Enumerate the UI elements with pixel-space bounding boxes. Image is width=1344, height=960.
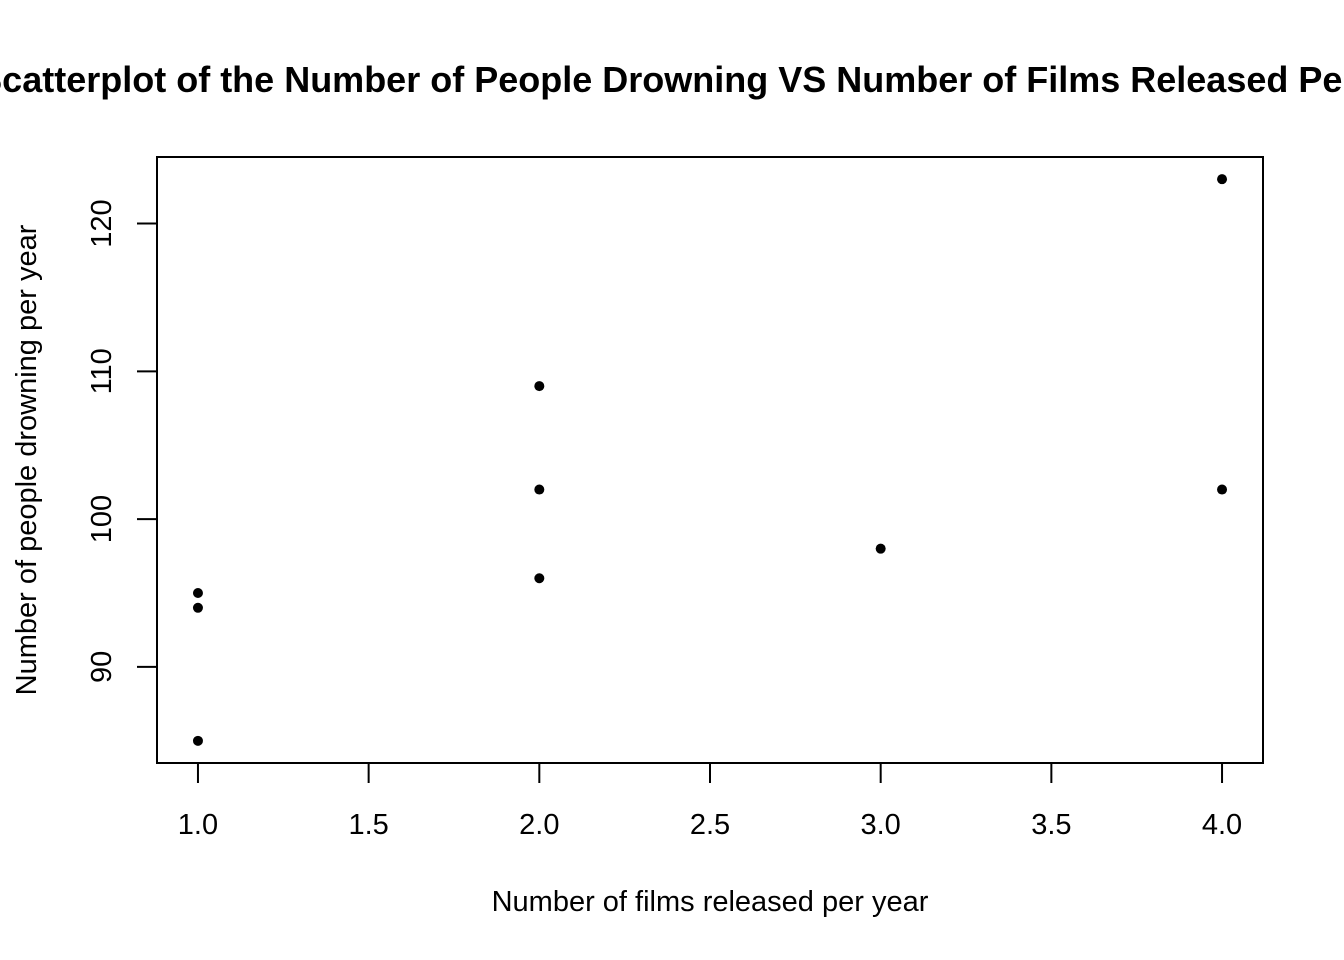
data-point xyxy=(192,602,203,613)
x-tick-label: 3.0 xyxy=(861,809,901,841)
data-point xyxy=(1217,174,1228,185)
data-point xyxy=(875,543,886,554)
y-axis: 90 100 110 120 xyxy=(86,199,158,683)
data-point xyxy=(534,573,545,584)
data-points xyxy=(192,174,1228,746)
data-point xyxy=(534,484,545,495)
data-point xyxy=(534,381,545,392)
y-tick-label: 100 xyxy=(86,495,118,543)
x-axis-label: Number of films released per year xyxy=(492,886,929,918)
x-tick-label: 1.0 xyxy=(178,809,218,841)
x-axis: 1.0 1.5 2.0 2.5 3.0 3.5 4.0 xyxy=(178,762,1242,841)
y-axis-label: Number of people drowning per year xyxy=(11,224,43,695)
x-tick-label: 2.0 xyxy=(519,809,559,841)
x-tick-label: 3.5 xyxy=(1031,809,1071,841)
data-point xyxy=(192,735,203,746)
y-tick-label: 90 xyxy=(86,651,118,683)
x-tick-label: 1.5 xyxy=(348,809,388,841)
x-tick-label: 4.0 xyxy=(1202,809,1242,841)
chart-title: Scatterplot of the Number of People Drow… xyxy=(0,59,1344,100)
plot-frame xyxy=(156,156,1264,764)
data-point xyxy=(1217,484,1228,495)
data-point xyxy=(192,588,203,599)
y-tick-label: 110 xyxy=(86,348,118,394)
y-tick-label: 120 xyxy=(86,199,118,247)
x-tick-label: 2.5 xyxy=(690,809,730,841)
